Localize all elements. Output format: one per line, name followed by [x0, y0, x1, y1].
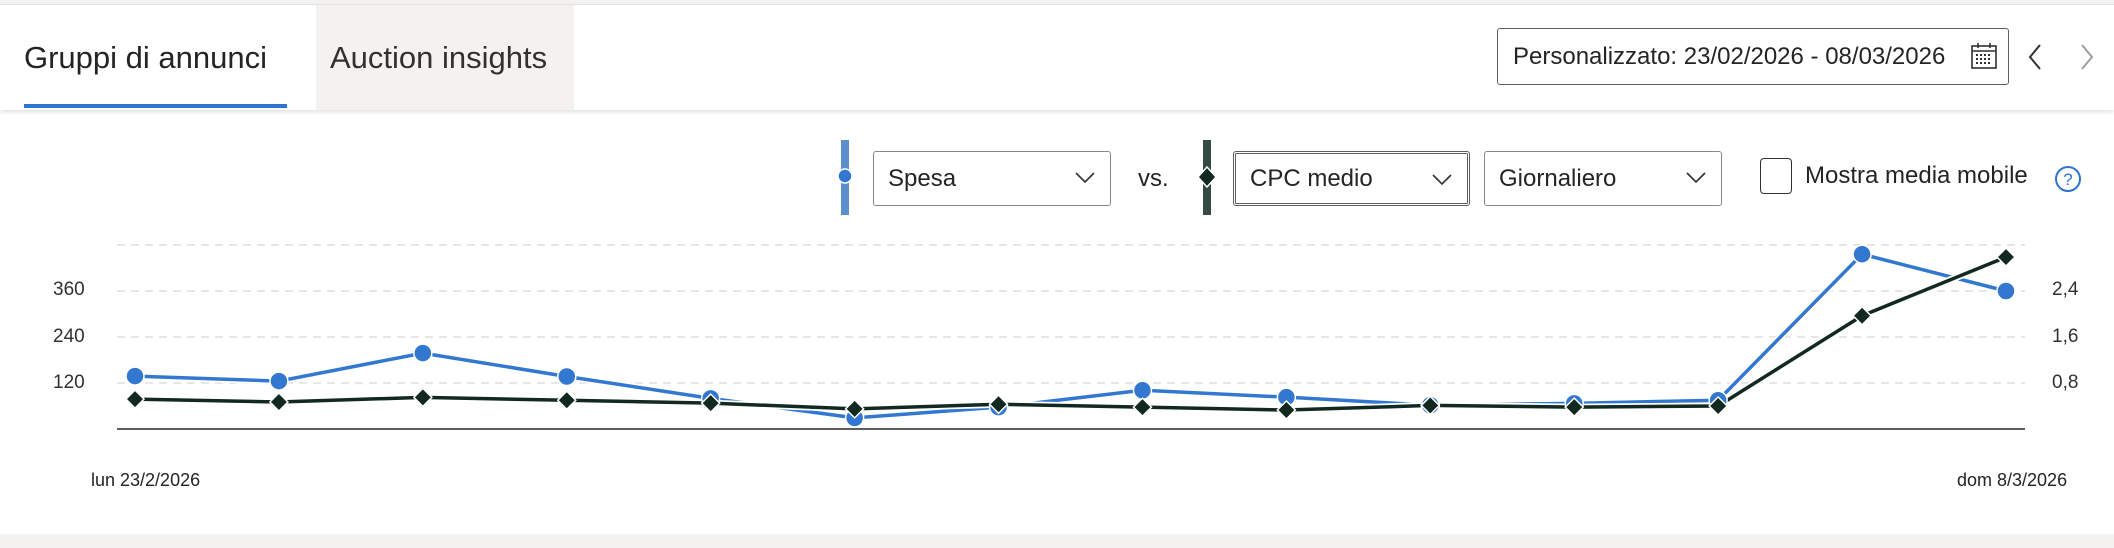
svg-text:?: ?: [2063, 170, 2072, 189]
data-point[interactable]: [1276, 399, 1297, 421]
right-tick-1-6: 1,6: [2052, 326, 2079, 347]
chevron-down-icon: [1432, 174, 1452, 186]
circle-marker-icon: [837, 168, 853, 184]
data-point[interactable]: [124, 389, 146, 410]
data-point[interactable]: [1996, 281, 2016, 301]
series-line-cpc-medio: [134, 255, 2007, 412]
metric2-select[interactable]: CPC medio: [1233, 151, 1470, 206]
left-tick-120: 120: [53, 372, 85, 393]
tab-auction-insights[interactable]: Auction insights: [316, 5, 574, 110]
tab-bar: Gruppi di annunci Auction insights Perso…: [0, 5, 2114, 110]
granularity-select[interactable]: Giornaliero: [1484, 151, 1722, 206]
data-point[interactable]: [844, 398, 865, 419]
data-point[interactable]: [1995, 247, 2017, 268]
right-tick-2-4: 2,4: [2052, 279, 2079, 300]
x-start-label: lun 23/2/2026: [91, 470, 201, 490]
tab-label: Gruppi di annunci: [24, 39, 267, 75]
metric1-select[interactable]: Spesa: [873, 151, 1111, 206]
tab-gruppi-di-annunci[interactable]: Gruppi di annunci: [0, 5, 316, 110]
vs-label: vs.: [1138, 165, 1169, 192]
moving-average-checkbox[interactable]: [1760, 158, 1792, 194]
tab-label: Auction insights: [330, 39, 548, 75]
right-tick-0-8: 0,8: [2052, 372, 2079, 393]
left-tick-360: 360: [53, 279, 85, 300]
diamond-marker-icon: [1196, 166, 1218, 188]
moving-average-label: Mostra media mobile: [1805, 162, 2028, 189]
data-point[interactable]: [1132, 397, 1153, 418]
data-point[interactable]: [988, 394, 1009, 415]
data-point[interactable]: [1420, 395, 1441, 416]
chevron-down-icon: [1686, 172, 1706, 184]
calendar-icon: [1971, 43, 1997, 69]
series-line-spesa: [134, 252, 2007, 420]
data-point[interactable]: [1852, 305, 1873, 326]
series-halo: [134, 253, 2008, 414]
metric1-value: Spesa: [888, 164, 957, 192]
data-point[interactable]: [557, 366, 577, 387]
chevron-left-icon[interactable]: [2024, 39, 2048, 75]
date-range-picker[interactable]: Personalizzato: 23/02/2026 - 08/03/2026: [1497, 28, 2009, 85]
data-point[interactable]: [700, 393, 721, 414]
active-tab-indicator: [24, 104, 287, 108]
data-point[interactable]: [556, 390, 577, 411]
data-point[interactable]: [412, 387, 433, 408]
date-range-label: Personalizzato: 23/02/2026 - 08/03/2026: [1513, 42, 1946, 70]
data-point[interactable]: [413, 343, 433, 363]
data-point[interactable]: [269, 371, 289, 391]
chevron-right-icon[interactable]: [2074, 39, 2098, 75]
help-circle-icon[interactable]: ?: [2054, 165, 2082, 193]
x-end-label: dom 8/3/2026: [1957, 470, 2068, 490]
bottom-strip: [0, 534, 2114, 548]
left-tick-240: 240: [53, 326, 85, 347]
chevron-down-icon: [1075, 172, 1095, 184]
data-point[interactable]: [1564, 397, 1585, 418]
data-point[interactable]: [268, 391, 289, 413]
metric2-value: CPC medio: [1250, 164, 1373, 192]
data-point[interactable]: [1852, 244, 1872, 264]
granularity-value: Giornaliero: [1499, 164, 1617, 192]
top-strip: [0, 0, 2114, 5]
data-point[interactable]: [1132, 380, 1153, 401]
data-point[interactable]: [125, 366, 145, 386]
data-point[interactable]: [1708, 395, 1729, 417]
